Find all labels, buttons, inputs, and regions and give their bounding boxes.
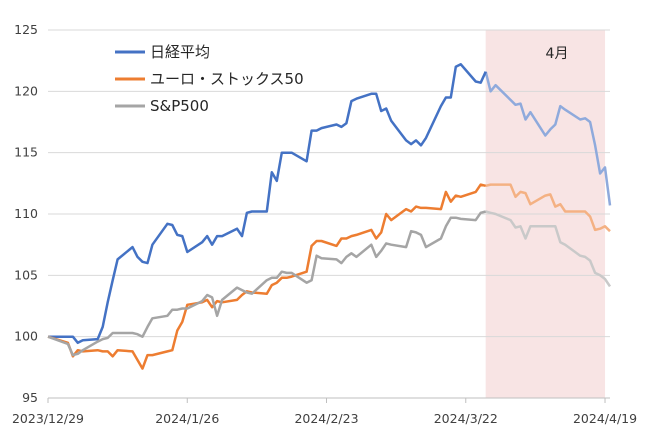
x-tick-label: 2023/12/29 (12, 411, 84, 426)
y-tick-label: 105 (14, 267, 38, 282)
gridlines (48, 29, 610, 399)
y-tick-label: 95 (22, 390, 38, 405)
y-tick-label: 110 (14, 206, 38, 221)
legend-label: S&P500 (150, 97, 209, 115)
legend-label: 日経平均 (150, 43, 210, 61)
y-tick-label: 125 (14, 22, 38, 37)
series-line-faded (485, 183, 611, 233)
y-tick-label: 115 (14, 145, 38, 160)
series-line-faded (484, 71, 612, 206)
x-tick-label: 2024/2/23 (294, 411, 358, 426)
x-tick-label: 2024/4/19 (573, 411, 637, 426)
series-line (47, 210, 487, 357)
axes: 95 100 105 110 115 120 125 2023/12/29 2024/1/26 2… (12, 22, 637, 426)
series-line (48, 63, 487, 345)
highlight-band-label: 4月 (546, 46, 569, 62)
x-tick-label: 2024/3/22 (434, 411, 498, 426)
y-tick-label: 120 (14, 83, 38, 98)
series-lines (47, 63, 612, 370)
x-tick-label: 2024/1/26 (155, 411, 219, 426)
y-tick-label: 100 (14, 329, 38, 344)
series-line (47, 183, 486, 370)
series-line-faded (485, 210, 612, 288)
legend-label: ユーロ・ストックス50 (150, 70, 304, 88)
